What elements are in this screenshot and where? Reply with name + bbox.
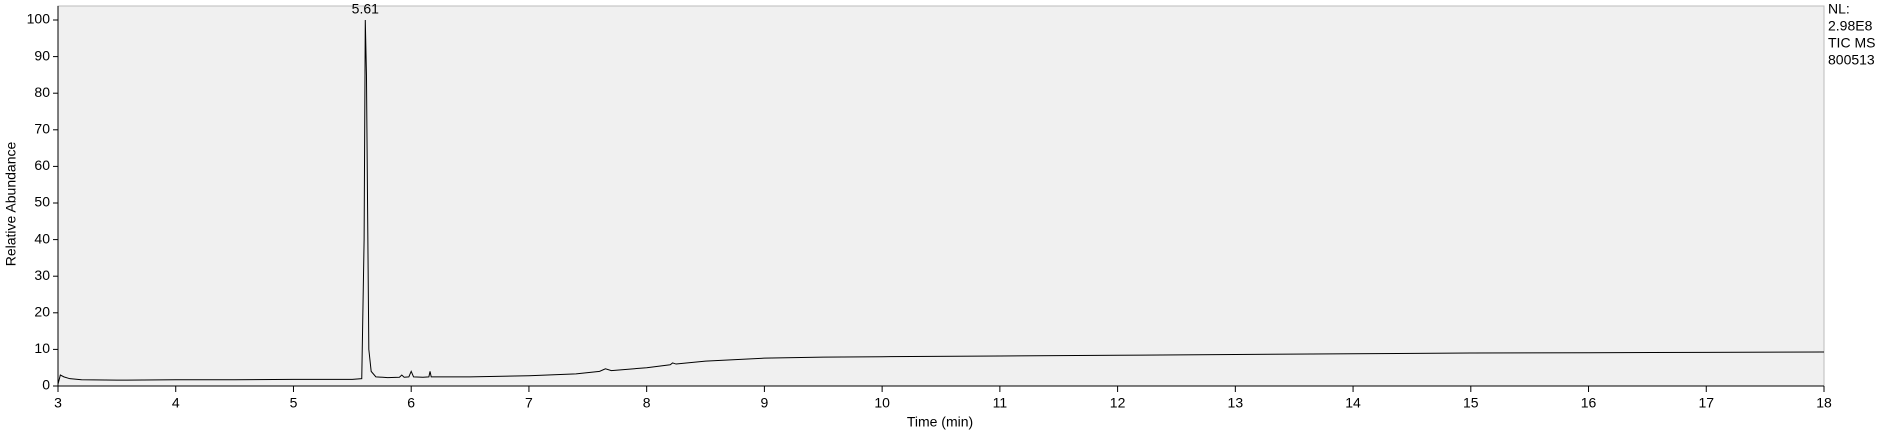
info-text: NL: <box>1828 1 1850 17</box>
x-tick-label: 4 <box>172 395 180 411</box>
peak-label: 5.61 <box>352 1 379 17</box>
x-tick-label: 7 <box>525 395 533 411</box>
y-tick-label: 20 <box>34 304 50 320</box>
x-tick-label: 16 <box>1581 395 1597 411</box>
x-tick-label: 12 <box>1110 395 1126 411</box>
info-text: TIC MS <box>1828 35 1875 51</box>
x-tick-label: 18 <box>1816 395 1832 411</box>
y-tick-label: 70 <box>34 121 50 137</box>
y-tick-label: 80 <box>34 84 50 100</box>
x-tick-label: 9 <box>761 395 769 411</box>
x-tick-label: 5 <box>290 395 298 411</box>
info-text: 800513 <box>1828 52 1875 68</box>
y-axis-label: Relative Abundance <box>3 142 19 267</box>
x-tick-label: 10 <box>874 395 890 411</box>
x-tick-label: 17 <box>1698 395 1714 411</box>
y-tick-label: 30 <box>34 267 50 283</box>
plot-area <box>57 5 1825 387</box>
x-tick-label: 6 <box>407 395 415 411</box>
y-tick-label: 40 <box>34 230 50 246</box>
y-tick-label: 10 <box>34 340 50 356</box>
y-tick-label: 60 <box>34 157 50 173</box>
x-tick-label: 14 <box>1345 395 1361 411</box>
x-tick-label: 3 <box>54 395 62 411</box>
x-axis-label: Time (min) <box>907 414 973 430</box>
x-tick-label: 8 <box>643 395 651 411</box>
y-tick-label: 90 <box>34 47 50 63</box>
y-tick-label: 100 <box>27 11 51 27</box>
x-tick-label: 15 <box>1463 395 1479 411</box>
y-tick-label: 50 <box>34 194 50 210</box>
x-tick-label: 11 <box>993 395 1008 411</box>
info-text: 2.98E8 <box>1828 18 1873 34</box>
x-tick-label: 13 <box>1228 395 1244 411</box>
trace-line <box>57 19 1825 385</box>
y-tick-label: 0 <box>42 377 50 393</box>
